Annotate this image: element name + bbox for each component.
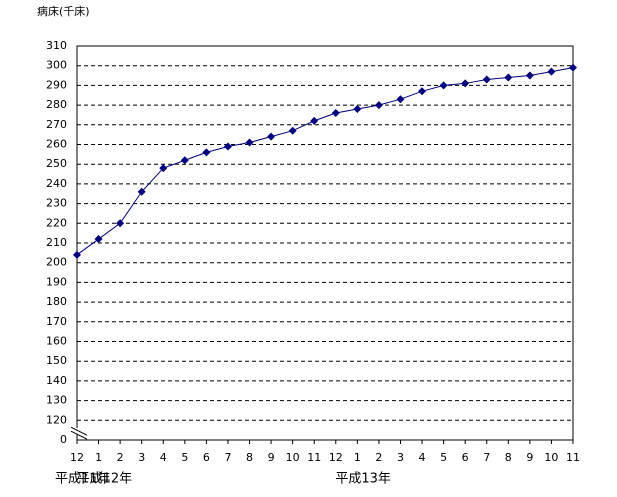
y-tick-label: 130 — [46, 394, 67, 407]
point — [482, 75, 491, 84]
point — [223, 142, 232, 151]
y-tick-label: 310 — [46, 39, 67, 52]
point — [525, 71, 534, 80]
y-tick-label: 180 — [46, 295, 67, 308]
y-axis-title: 病床(千床) — [37, 4, 90, 18]
y-tick-label: 300 — [46, 59, 67, 72]
point — [418, 87, 427, 96]
x-tick-label: 10 — [286, 451, 300, 464]
point — [159, 164, 168, 173]
axis-break — [70, 430, 88, 440]
y-tick-label: 270 — [46, 118, 67, 131]
y-tick-label: 200 — [46, 256, 67, 269]
y-tick-label: 260 — [46, 138, 67, 151]
point — [569, 63, 577, 72]
x-tick-label: 2 — [117, 451, 124, 464]
x-tick-label: 8 — [505, 451, 512, 464]
axis-break — [70, 426, 88, 436]
x-group-label: 平成12年 — [77, 472, 133, 487]
x-group-label: 平成11年 — [55, 472, 111, 487]
y-tick-label: 240 — [46, 177, 67, 190]
x-tick-label: 10 — [544, 451, 558, 464]
x-tick-label: 8 — [246, 451, 253, 464]
y-tick-label: 0 — [60, 433, 67, 446]
point — [439, 81, 448, 90]
y-tick-label: 150 — [46, 354, 67, 367]
point — [202, 148, 211, 157]
x-tick-label: 5 — [440, 451, 447, 464]
y-tick-label: 290 — [46, 78, 67, 91]
x-tick-label: 6 — [462, 451, 469, 464]
x-tick-label: 11 — [307, 451, 321, 464]
point — [267, 132, 276, 141]
x-tick-label: 3 — [397, 451, 404, 464]
point — [73, 250, 81, 259]
y-tick-label: 230 — [46, 197, 67, 210]
line — [76, 67, 574, 256]
x-tick-label: 9 — [268, 451, 275, 464]
point — [547, 67, 556, 76]
x-tick-label: 12 — [70, 451, 84, 464]
point — [94, 235, 103, 244]
y-tick-label: 220 — [46, 216, 67, 229]
x-tick-label: 4 — [419, 451, 426, 464]
x-tick-label: 9 — [526, 451, 533, 464]
y-tick-label: 190 — [46, 275, 67, 288]
x-tick-label: 6 — [203, 451, 210, 464]
point — [353, 105, 362, 114]
x-tick-label: 4 — [160, 451, 167, 464]
y-tick-label: 210 — [46, 236, 67, 249]
plot-border — [76, 45, 574, 441]
y-tick-label: 160 — [46, 335, 67, 348]
y-tick-label: 250 — [46, 157, 67, 170]
x-group-label: 平成13年 — [335, 472, 391, 487]
x-tick-label: 7 — [483, 451, 490, 464]
x-tick-label: 2 — [375, 451, 382, 464]
point — [396, 95, 405, 104]
x-tick-label: 1 — [354, 451, 361, 464]
y-tick-label: 140 — [46, 374, 67, 387]
point — [180, 156, 189, 165]
x-tick-label: 3 — [138, 451, 145, 464]
point — [504, 73, 513, 82]
point — [116, 219, 125, 228]
point — [374, 101, 383, 110]
point — [245, 138, 254, 147]
x-tick-label: 11 — [566, 451, 580, 464]
y-tick-label: 280 — [46, 98, 67, 111]
point — [461, 79, 470, 88]
x-tick-label: 5 — [181, 451, 188, 464]
x-tick-label: 7 — [224, 451, 231, 464]
axis-break-gap — [74, 428, 80, 435]
point — [288, 126, 297, 135]
x-tick-label: 12 — [329, 451, 343, 464]
y-tick-label: 170 — [46, 315, 67, 328]
point — [137, 187, 146, 196]
x-tick-label: 1 — [95, 451, 102, 464]
point — [310, 116, 319, 125]
y-tick-label: 120 — [46, 413, 67, 426]
point — [331, 108, 340, 117]
